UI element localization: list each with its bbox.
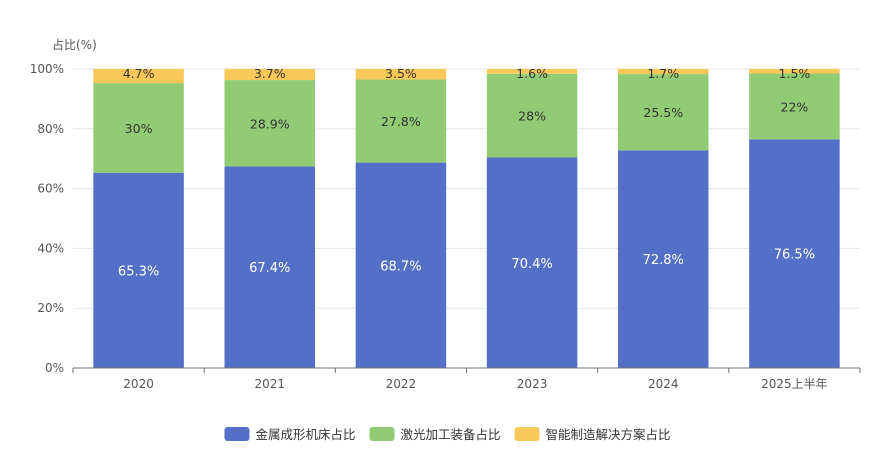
legend-label: 智能制造解决方案占比 [546, 427, 671, 442]
bar-segment [93, 83, 184, 173]
bar-data-label: 28% [518, 109, 546, 124]
bar-segment [617, 69, 709, 75]
bar-data-label: 3.5% [385, 66, 417, 81]
legend-label: 金属成形机床占比 [255, 427, 355, 442]
y-tick-label: 100% [30, 62, 64, 76]
bar-data-label: 76.5% [774, 248, 815, 263]
legend-label: 激光加工装备占比 [400, 427, 500, 442]
bar-segment [486, 157, 578, 368]
bar-segment [355, 69, 447, 80]
legend-swatch [514, 427, 540, 441]
y-tick-label: 0% [45, 361, 64, 375]
bar-data-label: 30% [125, 121, 153, 136]
x-tick-label: 2021 [254, 377, 285, 391]
x-tick-label: 2024 [648, 377, 679, 391]
bar-segment [224, 69, 316, 81]
grid-lines [73, 68, 860, 309]
bar-data-label: 67.4% [249, 261, 290, 276]
legend-swatch [369, 427, 395, 441]
bar-data-label: 25.5% [643, 105, 683, 120]
bar-data-label: 1.7% [647, 66, 679, 81]
bars: 65.3% 30% 4.7% 67.4% 28.9% 3.7% 68.7% 27.8% 3.5%… [93, 66, 840, 368]
bar-data-label: 65.3% [118, 264, 159, 279]
bar-data-label: 27.8% [381, 114, 421, 129]
bar-segment [486, 69, 578, 74]
bar-data-label: 68.7% [380, 259, 421, 274]
y-tick-label: 60% [37, 182, 64, 196]
x-tick-label: 2023 [517, 377, 548, 391]
x-tick-label: 2022 [386, 377, 417, 391]
x-tick-label: 2025上半年 [761, 377, 828, 391]
bar-segment [617, 150, 709, 368]
bar-segment [749, 69, 840, 74]
bar-segment [355, 162, 447, 368]
x-tick-label: 2020 [123, 377, 154, 391]
legend: 金属成形机床占比 激光加工装备占比 智能制造解决方案占比 [224, 427, 671, 442]
bar-segment [355, 79, 447, 163]
bar-data-label: 1.6% [516, 66, 548, 81]
y-tick-label: 20% [37, 301, 64, 315]
bar-segment [93, 172, 184, 368]
legend-swatch [224, 427, 250, 441]
x-axis: 2020 2021 2022 2023 2024 2025上半年 [72, 367, 861, 391]
bar-data-label: 70.4% [511, 257, 552, 272]
bar-data-label: 4.7% [123, 66, 155, 81]
bar-segment [224, 166, 316, 368]
y-axis-title: 占比(%) [52, 37, 97, 52]
y-tick-label: 80% [37, 122, 64, 136]
bar-segment [224, 80, 316, 167]
bar-data-label: 28.9% [250, 116, 290, 131]
bar-data-label: 22% [781, 99, 809, 114]
bar-segment [93, 69, 184, 84]
bar-segment [749, 139, 840, 368]
y-tick-label: 40% [37, 241, 64, 255]
y-axis-ticks: 0% 20% 40% 60% 80% 100% [30, 62, 64, 375]
bar-segment [486, 73, 578, 158]
bar-data-label: 72.8% [643, 253, 684, 268]
bar-data-label: 3.7% [254, 66, 286, 81]
bar-segment [617, 74, 709, 151]
bar-data-label: 1.5% [779, 66, 811, 81]
bar-segment [749, 73, 840, 140]
